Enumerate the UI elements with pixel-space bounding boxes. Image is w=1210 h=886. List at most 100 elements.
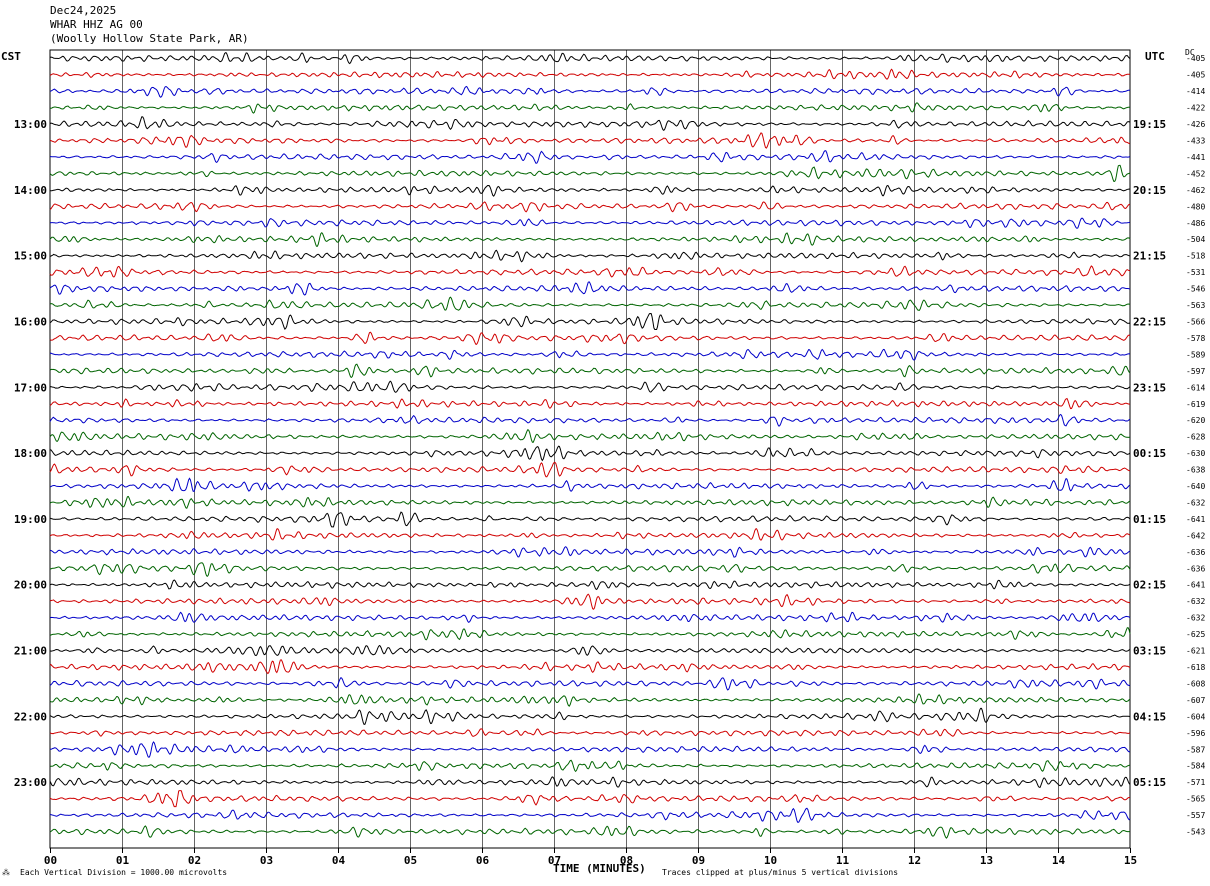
dc-offset-label: -632 bbox=[1186, 614, 1205, 623]
dc-offset-label: -584 bbox=[1186, 762, 1205, 771]
trace-row-38 bbox=[49, 677, 1131, 691]
left-hour-label: 23:00 bbox=[14, 776, 47, 789]
x-tick-label: 08 bbox=[620, 854, 633, 867]
trace-row-39 bbox=[49, 693, 1131, 707]
dc-offset-label: -462 bbox=[1186, 186, 1205, 195]
trace-row-44 bbox=[49, 776, 1131, 788]
dc-offset-label: -566 bbox=[1186, 317, 1205, 326]
trace-row-43 bbox=[49, 759, 1131, 773]
x-tick-label: 06 bbox=[476, 854, 490, 867]
trace-row-13 bbox=[49, 265, 1131, 278]
right-hour-label: 21:15 bbox=[1133, 250, 1166, 263]
dc-offset-label: -618 bbox=[1186, 663, 1205, 672]
right-hour-label: 04:15 bbox=[1133, 710, 1166, 723]
dc-offset-label: -641 bbox=[1186, 515, 1205, 524]
right-hour-label: 03:15 bbox=[1133, 645, 1166, 658]
right-hour-label: 19:15 bbox=[1133, 118, 1166, 131]
trace-row-8 bbox=[50, 184, 1131, 197]
dc-offset-label: -630 bbox=[1186, 449, 1205, 458]
dc-offset-label: -531 bbox=[1186, 268, 1205, 277]
left-hour-label: 16:00 bbox=[14, 315, 47, 328]
trace-row-27 bbox=[49, 495, 1131, 509]
left-hour-label: 18:00 bbox=[14, 447, 47, 460]
dc-offset-label: -638 bbox=[1186, 466, 1205, 475]
dc-offset-label: -433 bbox=[1186, 136, 1205, 145]
dc-offset-label: -504 bbox=[1186, 235, 1205, 244]
trace-row-32 bbox=[49, 579, 1131, 591]
trace-row-47 bbox=[49, 825, 1131, 839]
trace-row-40 bbox=[49, 707, 1131, 725]
trace-row-1 bbox=[49, 68, 1131, 80]
x-tick-label: 02 bbox=[188, 854, 201, 867]
dc-offset-label: -625 bbox=[1186, 630, 1205, 639]
dc-offset-label: -480 bbox=[1186, 202, 1205, 211]
trace-row-5 bbox=[49, 132, 1131, 149]
trace-row-21 bbox=[49, 397, 1131, 410]
dc-offset-label: -632 bbox=[1186, 597, 1205, 606]
trace-row-23 bbox=[49, 428, 1131, 443]
trace-row-14 bbox=[49, 281, 1131, 296]
right-hour-label: 05:15 bbox=[1133, 776, 1166, 789]
dc-offset-label: -557 bbox=[1186, 811, 1205, 820]
x-tick-label: 11 bbox=[836, 854, 850, 867]
trace-row-3 bbox=[49, 102, 1131, 114]
station-location: (Woolly Hollow State Park, AR) bbox=[50, 32, 249, 45]
right-hour-label: 22:15 bbox=[1133, 315, 1166, 328]
trace-row-36 bbox=[49, 644, 1131, 657]
left-hour-label: 14:00 bbox=[14, 184, 47, 197]
trace-row-29 bbox=[49, 528, 1131, 541]
trace-row-31 bbox=[49, 562, 1131, 577]
clip-note: Traces clipped at plus/minus 5 vertical … bbox=[662, 868, 899, 877]
x-tick-label: 15 bbox=[1124, 854, 1137, 867]
left-hour-label: 17:00 bbox=[14, 381, 47, 394]
trace-row-26 bbox=[49, 477, 1131, 492]
x-tick-label: 07 bbox=[548, 854, 561, 867]
right-timezone-label: UTC bbox=[1145, 50, 1165, 63]
left-hour-label: 15:00 bbox=[14, 250, 47, 263]
trace-row-41 bbox=[49, 728, 1131, 737]
dc-offset-label: -422 bbox=[1186, 104, 1205, 113]
plot-date: Dec24,2025 bbox=[50, 4, 117, 17]
x-tick-label: 00 bbox=[44, 854, 57, 867]
x-tick-label: 12 bbox=[908, 854, 921, 867]
left-hour-label: 13:00 bbox=[14, 118, 47, 131]
trace-row-28 bbox=[50, 511, 1131, 528]
dc-offset-label: -636 bbox=[1186, 564, 1205, 573]
plot-grid bbox=[49, 49, 1131, 853]
seismic-traces bbox=[49, 52, 1131, 839]
dc-offset-label: -619 bbox=[1186, 400, 1205, 409]
dc-offset-label: -563 bbox=[1186, 301, 1205, 310]
trace-row-2 bbox=[49, 85, 1131, 98]
right-hour-label: 20:15 bbox=[1133, 184, 1166, 197]
dc-offset-label: -405 bbox=[1186, 54, 1205, 63]
trace-row-37 bbox=[49, 659, 1131, 675]
dc-offset-label: -589 bbox=[1186, 350, 1205, 359]
trace-row-18 bbox=[49, 348, 1131, 361]
dc-offset-label: -452 bbox=[1186, 169, 1205, 178]
x-axis-title: TIME (MINUTES) bbox=[553, 862, 646, 875]
dc-offset-label: -565 bbox=[1186, 795, 1205, 804]
dc-offset-label: -642 bbox=[1186, 531, 1205, 540]
dc-offset-label: -620 bbox=[1186, 416, 1205, 425]
dc-offset-label: -597 bbox=[1186, 367, 1205, 376]
x-tick-label: 10 bbox=[764, 854, 777, 867]
trace-row-46 bbox=[50, 807, 1131, 824]
trace-row-34 bbox=[49, 611, 1131, 623]
dc-offset-label: -587 bbox=[1186, 745, 1205, 754]
trace-row-15 bbox=[49, 296, 1131, 311]
dc-offset-label: -614 bbox=[1186, 383, 1205, 392]
dc-offset-label: -641 bbox=[1186, 581, 1205, 590]
trace-row-10 bbox=[49, 217, 1131, 229]
x-tick-label: 04 bbox=[332, 854, 346, 867]
trace-row-0 bbox=[49, 52, 1131, 65]
dc-offset-label: -578 bbox=[1186, 334, 1205, 343]
right-hour-label: 01:15 bbox=[1133, 513, 1166, 526]
trace-row-16 bbox=[49, 312, 1131, 330]
left-hour-label: 22:00 bbox=[14, 710, 47, 723]
dc-offset-label: -596 bbox=[1186, 729, 1205, 738]
axis-labels: 00 01 02 03 04 05 06 07 08 09 10 11 12 13 14 15 -405 -405… bbox=[14, 54, 1206, 867]
trace-row-20 bbox=[49, 380, 1131, 393]
trace-row-4 bbox=[49, 116, 1131, 131]
trace-row-17 bbox=[49, 331, 1131, 345]
